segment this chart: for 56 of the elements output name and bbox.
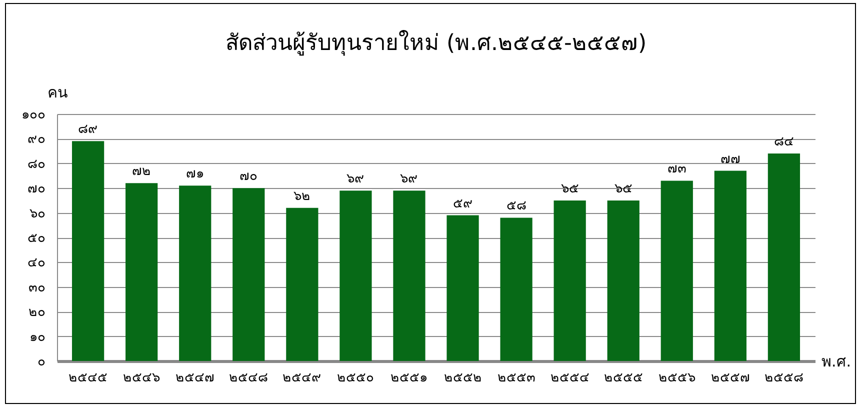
y-tick-label: ๑๐๐ xyxy=(22,108,46,122)
bar xyxy=(607,200,640,361)
bar xyxy=(500,218,532,361)
bar xyxy=(393,190,426,361)
data-label: ๗๗ xyxy=(720,152,740,167)
bar xyxy=(660,180,693,361)
x-tick-label: ๒๕๕๖ xyxy=(658,370,696,386)
x-tick-label: ๒๕๔๙ xyxy=(282,370,322,386)
bar xyxy=(446,215,479,361)
x-tick-label: ๒๕๕๒ xyxy=(444,370,482,386)
data-label: ๕๘ xyxy=(506,198,526,214)
y-tick-label: ๗๐ xyxy=(28,182,46,197)
y-tick-label: ๒๐ xyxy=(28,305,46,320)
x-tick-label: ๒๕๕๐ xyxy=(337,370,374,386)
x-axis-title: พ.ศ. xyxy=(822,352,852,370)
bar xyxy=(714,170,746,361)
data-label: ๖๙ xyxy=(400,172,418,187)
data-label: ๘๙ xyxy=(78,122,98,138)
y-tick-label: ๕๐ xyxy=(28,231,46,246)
data-label: ๗๑ xyxy=(186,166,204,182)
y-tick-label: ๖๐ xyxy=(30,206,46,222)
y-tick-label: ๐ xyxy=(38,354,46,370)
x-tick-label: ๒๕๕๔ xyxy=(550,370,590,386)
y-axis-title: คน xyxy=(48,84,68,102)
data-label: ๖๕ xyxy=(614,181,632,196)
x-tick-label: ๒๕๕๗ xyxy=(710,370,750,386)
bar xyxy=(340,190,372,361)
x-tick-label: ๒๕๕๘ xyxy=(764,370,804,386)
data-label: ๘๔ xyxy=(774,134,794,150)
x-tick-label: ๒๕๔๖ xyxy=(123,370,160,386)
x-tick-label: ๒๕๔๘ xyxy=(229,370,268,386)
bar xyxy=(72,141,104,361)
data-label: ๖๒ xyxy=(294,188,311,204)
y-tick-label: ๙๐ xyxy=(28,132,46,148)
data-label: ๗๒ xyxy=(132,164,152,180)
bar xyxy=(179,186,212,361)
x-tick-label: ๒๕๕๓ xyxy=(497,370,536,386)
bar xyxy=(554,200,586,361)
bar xyxy=(768,154,800,361)
x-tick-label: ๒๕๕๕ xyxy=(604,370,643,386)
data-label: ๖๕ xyxy=(560,181,579,196)
y-tick-label: ๘๐ xyxy=(28,156,46,172)
data-label: ๗๓ xyxy=(667,162,686,177)
data-label: ๗๐ xyxy=(240,169,258,184)
x-tick-label: ๒๕๔๗ xyxy=(176,370,215,386)
y-tick-label: ๓๐ xyxy=(28,280,46,296)
bar xyxy=(232,188,265,361)
y-tick-label: ๑๐ xyxy=(30,330,46,345)
bar xyxy=(286,208,318,361)
x-tick-label: ๒๕๔๕ xyxy=(68,370,108,386)
data-label: ๕๙ xyxy=(452,196,473,212)
data-label: ๖๙ xyxy=(346,172,365,187)
bar xyxy=(126,183,158,361)
x-tick-label: ๒๕๕๑ xyxy=(390,370,428,386)
chart-title: สัดส่วนผู้รับทุนรายใหม่ (พ.ศ.๒๕๔๕-๒๕๕๗) xyxy=(225,30,647,56)
y-tick-label: ๔๐ xyxy=(28,256,46,271)
